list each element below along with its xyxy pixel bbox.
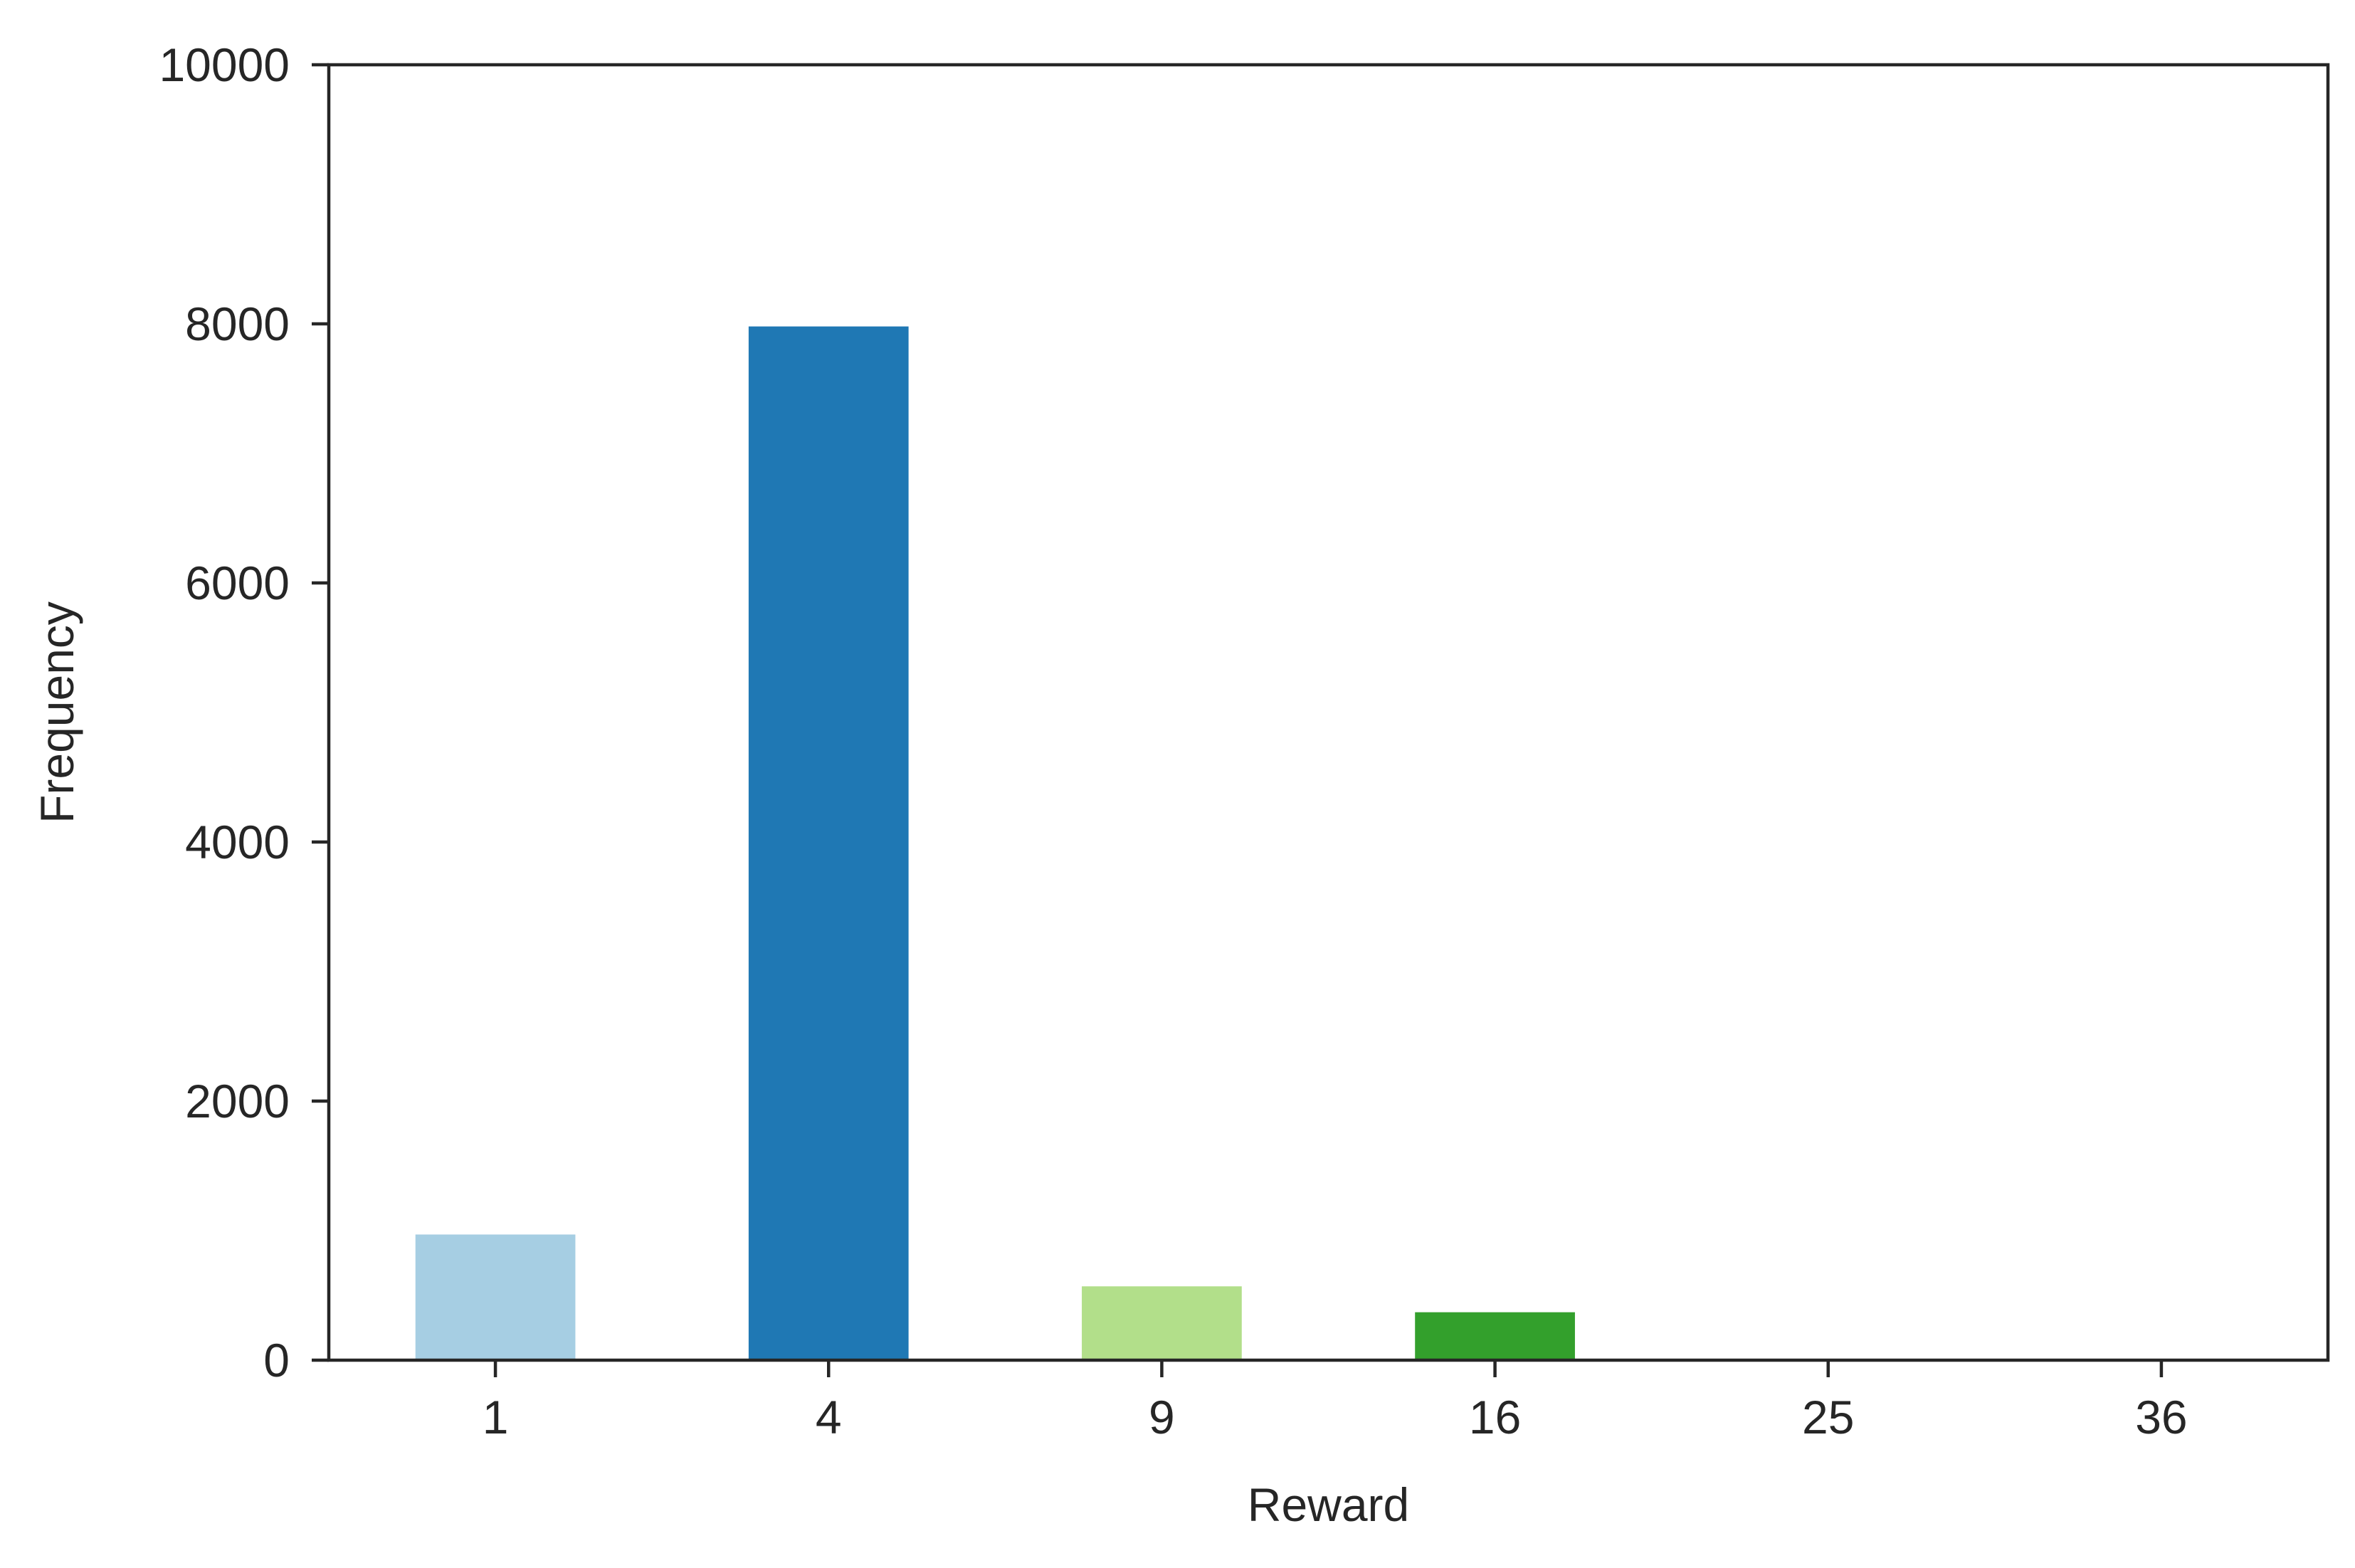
x-tick-label-16: 16 — [1469, 1391, 1521, 1443]
x-axis: 1 4 9 16 25 36 — [483, 1360, 2188, 1443]
bars-layer — [415, 326, 1575, 1360]
y-tick-label-8000: 8000 — [185, 298, 290, 350]
bar-1 — [415, 1234, 576, 1360]
y-tick-label-4000: 4000 — [185, 816, 290, 868]
plot-frame — [327, 63, 2330, 1362]
y-tick-label-10000: 10000 — [159, 38, 290, 91]
y-axis-title: Frequency — [31, 601, 83, 824]
bar-16 — [1415, 1312, 1575, 1360]
y-tick-label-2000: 2000 — [185, 1075, 290, 1127]
x-tick-label-36: 36 — [2135, 1391, 2187, 1443]
x-tick-label-25: 25 — [1802, 1391, 1854, 1443]
y-axis: 0 2000 4000 6000 8000 10000 — [159, 38, 329, 1387]
bar-4 — [748, 326, 909, 1360]
x-tick-label-9: 9 — [1149, 1391, 1175, 1443]
y-tick-label-6000: 6000 — [185, 557, 290, 609]
x-tick-label-1: 1 — [483, 1391, 509, 1443]
y-tick-label-0: 0 — [263, 1334, 290, 1387]
bar-9 — [1082, 1286, 1242, 1360]
x-axis-title: Reward — [1248, 1478, 1409, 1531]
x-tick-label-4: 4 — [816, 1391, 842, 1443]
